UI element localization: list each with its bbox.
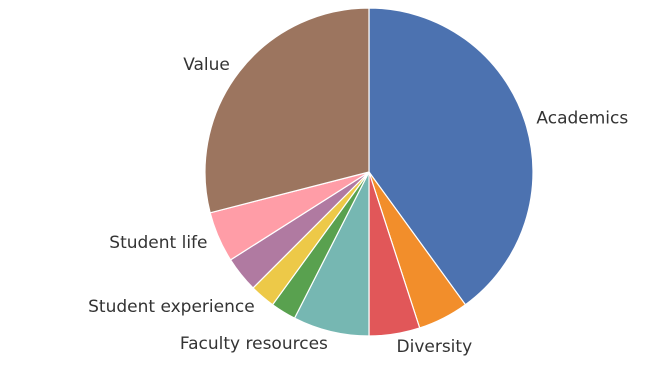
- pie-label-academics: Academics: [536, 109, 628, 129]
- pie-slice-academics: [368, 7, 534, 306]
- pie-label-faculty-resources: Faculty resources: [180, 334, 328, 354]
- pie-label-student-life: Student life: [109, 233, 207, 253]
- pie-slices: [204, 7, 534, 337]
- pie-slice-value: [204, 7, 370, 214]
- pie-label-diversity: Diversity: [397, 337, 473, 357]
- pie-label-value: Value: [183, 55, 230, 75]
- pie-labels: Academics Diversity Faculty resources Stude…: [88, 55, 628, 357]
- pie-label-student-experience: Student experience: [88, 297, 255, 317]
